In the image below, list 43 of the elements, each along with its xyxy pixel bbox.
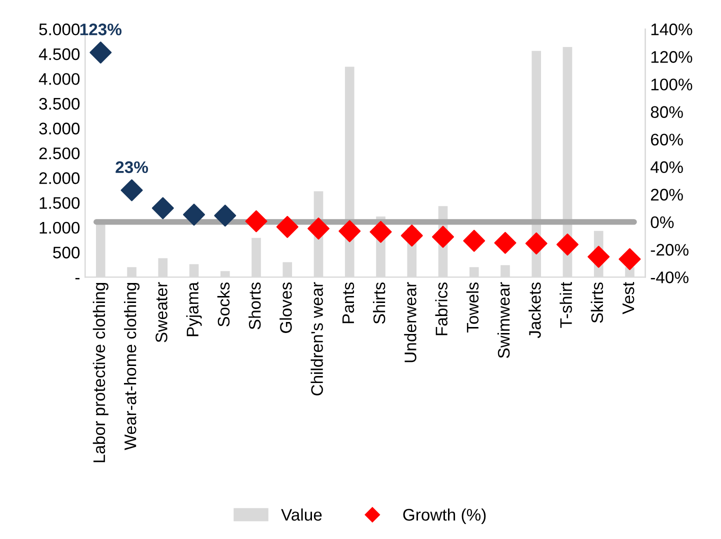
y2-tick-label: 60% bbox=[651, 134, 683, 146]
y2-tick-label: 0% bbox=[650, 216, 674, 228]
data-label: 123% bbox=[80, 24, 122, 36]
y-tick-label: 4.500 bbox=[38, 48, 80, 60]
y2-tick-label: 120% bbox=[651, 51, 692, 63]
x-tick-label: Socks bbox=[217, 282, 230, 327]
x-tick-label: Labor protective clothing bbox=[92, 282, 108, 462]
x-tick-label: Gloves bbox=[280, 282, 292, 333]
y-tick-label: 3.000 bbox=[39, 122, 80, 134]
y-tick-label: - bbox=[75, 278, 80, 280]
x-tick-label: Shorts bbox=[248, 282, 261, 330]
y-tick-label: 2.500 bbox=[39, 147, 80, 160]
x-tick-label: Fabrics bbox=[435, 282, 448, 336]
x-tick-label: Towels bbox=[466, 282, 479, 332]
x-tick-label: Vest bbox=[622, 282, 634, 314]
x-tick-label: Wear-at-home clothing bbox=[124, 282, 140, 450]
x-tick-label: Pants bbox=[342, 282, 354, 324]
y2-tick-label: -40% bbox=[650, 271, 688, 284]
x-tick-label: Sweater bbox=[156, 282, 168, 342]
data-label: 23% bbox=[116, 161, 148, 174]
y-tick-label: 4.000 bbox=[38, 73, 80, 85]
x-tick-label: Underwear bbox=[404, 282, 416, 362]
y-tick-label: 1.500 bbox=[40, 197, 80, 209]
y-tick-label: 2.000 bbox=[39, 172, 80, 184]
x-tick-label: Children's wear bbox=[310, 282, 323, 396]
y2-tick-label: -20% bbox=[650, 244, 688, 256]
y-tick-label: 3.500 bbox=[39, 98, 80, 110]
legend-label: Value bbox=[281, 508, 322, 521]
legend-label: Growth (%) bbox=[403, 508, 486, 524]
x-tick-label: Pyjama bbox=[186, 282, 202, 336]
y2-tick-label: 40% bbox=[650, 161, 683, 174]
y-tick-label: 1.000 bbox=[40, 222, 80, 234]
x-tick-label: Skirts bbox=[590, 282, 604, 323]
x-tick-label: Shirts bbox=[372, 282, 386, 324]
y2-tick-label: 20% bbox=[650, 188, 683, 201]
y2-tick-label: 80% bbox=[650, 106, 683, 118]
y2-tick-label: 140% bbox=[651, 24, 692, 36]
y-tick-label: 5.000 bbox=[39, 24, 80, 36]
x-tick-label: T-shirt bbox=[560, 282, 572, 328]
x-tick-label: Swimwear bbox=[497, 282, 510, 358]
y-tick-label: 500 bbox=[53, 246, 80, 258]
y2-tick-label: 100% bbox=[651, 78, 692, 90]
x-tick-label: Jackets bbox=[528, 282, 541, 338]
